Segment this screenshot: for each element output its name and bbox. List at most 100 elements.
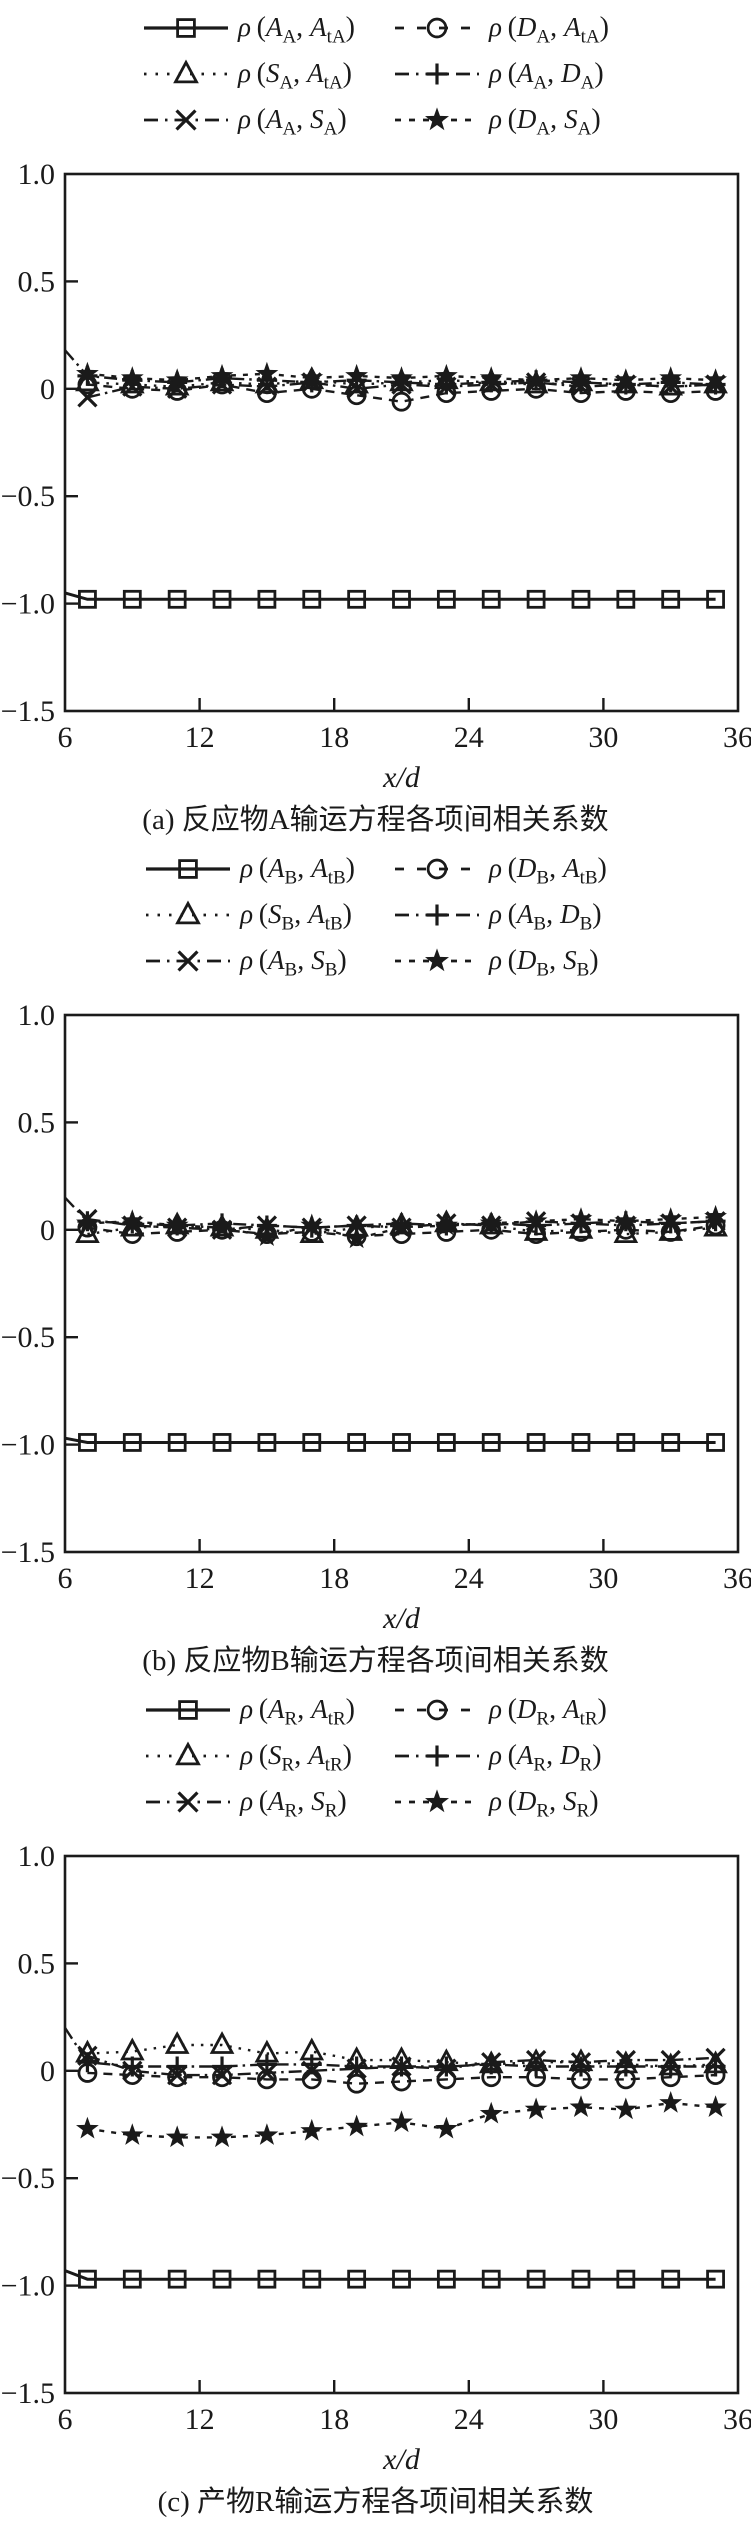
x-tick-label: 12	[185, 721, 215, 754]
legend-label: ρ (AB, AtB)	[240, 853, 355, 889]
legend-label: ρ (SR, AtR)	[240, 1740, 352, 1776]
y-tick-label: 1.0	[18, 1840, 56, 1873]
legend-circle-sample-icon	[395, 17, 479, 39]
series-line-plus	[64, 1196, 716, 1229]
series-line-square	[64, 591, 716, 601]
x-tick-label: 24	[454, 2403, 484, 2436]
legend-label: ρ (AB, DB)	[489, 899, 602, 935]
legend-triangle-sample-icon	[146, 900, 231, 925]
legend-x-sample-icon	[144, 109, 229, 131]
legend-b: ρ (AB, AtB) ρ (DB, AtB) ρ (SB, AtB) ρ (AB, …	[144, 849, 607, 981]
caption-b: (b) 反应物B输运方程各项间相关系数	[142, 1645, 609, 1677]
series-markers-square	[78, 2269, 725, 2289]
legend-item-circle: ρ (DA, AtA)	[393, 8, 609, 48]
legend-triangle-sample-icon	[144, 59, 229, 84]
series-line-star	[87, 1215, 716, 1240]
series-markers-x	[77, 2045, 726, 2086]
legend-label: ρ (AR, AtR)	[240, 1694, 355, 1730]
y-tick-label: 1.0	[18, 999, 56, 1032]
legend-label: ρ (AA, DA)	[489, 58, 604, 94]
x-tick-label: 6	[58, 1562, 73, 1595]
legend-item-triangle: ρ (SB, AtB)	[144, 895, 355, 935]
chart-c: 1.0 0.5 0 −0.5 −1.0 −1.56 12 18 24 30 36 x/d	[1, 1840, 751, 2476]
series-line-plus	[64, 349, 716, 386]
legend-item-circle: ρ (DB, AtB)	[393, 849, 607, 889]
legend-plus-sample-icon	[395, 63, 479, 85]
series-line-circle	[87, 2071, 716, 2085]
x-tick-label: 24	[454, 1562, 484, 1595]
panel-a: ρ (AA, AtA) ρ (DA, AtA) ρ (SA, AtA) ρ (AA, …	[0, 0, 751, 841]
legend-label: ρ (DR, SR)	[489, 1786, 599, 1822]
y-tick-label: −1.0	[1, 2270, 55, 2303]
legend-item-square: ρ (AA, AtA)	[142, 8, 355, 48]
legend-plus-sample-icon	[395, 1745, 479, 1767]
legend-label: ρ (DR, AtR)	[489, 1694, 607, 1730]
legend-item-plus: ρ (AB, DB)	[393, 895, 607, 935]
y-tick-label: 0.5	[18, 1947, 56, 1980]
y-tick-label: 0	[40, 1214, 55, 1247]
chart-a: 1.0 0.5 0 −0.5 −1.0 −1.56 12 18 24 30 36 x/d	[1, 158, 751, 794]
x-tick-label: 36	[723, 721, 751, 754]
legend-label: ρ (DA, SA)	[489, 104, 601, 140]
legend-label: ρ (AR, DR)	[489, 1740, 602, 1776]
y-tick-label: 0	[40, 373, 55, 406]
x-tick-label: 18	[319, 721, 349, 754]
caption-c: (c) 产物R输运方程各项间相关系数	[157, 2486, 594, 2518]
y-tick-label: 0.5	[18, 1106, 56, 1139]
legend-plus-sample-icon	[395, 904, 479, 926]
x-tick-label: 12	[185, 1562, 215, 1595]
legend-label: ρ (DB, SB)	[489, 945, 599, 981]
legend-triangle-sample-icon	[146, 1741, 231, 1766]
panel-c: ρ (AR, AtR) ρ (DR, AtR) ρ (SR, AtR) ρ (AR, …	[0, 1682, 751, 2523]
y-tick-label: −1.5	[1, 2377, 55, 2410]
x-tick-label: 18	[319, 2403, 349, 2436]
legend-square-sample-icon	[146, 1700, 231, 1720]
x-tick-label: 12	[185, 2403, 215, 2436]
series-markers-star	[76, 1204, 727, 1249]
legend-square-sample-icon	[146, 859, 231, 879]
x-axis-label: x/d	[382, 1602, 421, 1633]
x-axis-label: x/d	[382, 761, 421, 792]
legend-a: ρ (AA, AtA) ρ (DA, AtA) ρ (SA, AtA) ρ (AA, …	[142, 8, 609, 140]
chart-b: 1.0 0.5 0 −0.5 −1.0 −1.56 12 18 24 30 36 x/d	[1, 999, 751, 1635]
legend-label: ρ (AB, SB)	[240, 945, 347, 981]
series-markers-star	[76, 361, 727, 390]
y-tick-label: −0.5	[1, 480, 55, 513]
x-tick-label: 18	[319, 1562, 349, 1595]
legend-item-x: ρ (AB, SB)	[144, 941, 355, 981]
legend-circle-sample-icon	[395, 1699, 479, 1721]
legend-item-star: ρ (DR, SR)	[393, 1782, 607, 1822]
y-tick-label: −1.5	[1, 1536, 55, 1569]
y-tick-label: −1.5	[1, 695, 55, 728]
legend-item-triangle: ρ (SA, AtA)	[142, 54, 355, 94]
legend-item-plus: ρ (AA, DA)	[393, 54, 609, 94]
series-markers-square	[78, 1433, 725, 1452]
legend-x-sample-icon	[146, 950, 231, 972]
legend-label: ρ (AA, SA)	[238, 104, 347, 140]
legend-square-sample-icon	[144, 18, 229, 38]
series-markers-square	[78, 589, 725, 609]
legend-item-star: ρ (DB, SB)	[393, 941, 607, 981]
legend-label: ρ (AA, AtA)	[238, 12, 355, 48]
x-tick-label: 24	[454, 721, 484, 754]
caption-a: (a) 反应物A输运方程各项间相关系数	[142, 804, 609, 836]
y-tick-label: 0.5	[18, 265, 56, 298]
x-tick-label: 36	[723, 1562, 751, 1595]
x-tick-label: 6	[58, 721, 73, 754]
y-tick-label: −0.5	[1, 1321, 55, 1354]
y-tick-label: −0.5	[1, 2162, 55, 2195]
x-tick-label: 30	[588, 721, 618, 754]
legend-label: ρ (SA, AtA)	[238, 58, 352, 94]
legend-item-triangle: ρ (SR, AtR)	[144, 1736, 355, 1776]
series-line-square	[64, 2269, 716, 2281]
legend-item-x: ρ (AA, SA)	[142, 100, 355, 140]
x-tick-label: 6	[58, 2403, 73, 2436]
y-tick-label: −1.0	[1, 588, 55, 621]
legend-label: ρ (AR, SR)	[240, 1786, 347, 1822]
y-tick-label: −1.0	[1, 1429, 55, 1462]
series-line-plus	[63, 2027, 716, 2068]
legend-star-sample-icon	[395, 948, 479, 972]
series-markers-star	[76, 2091, 727, 2148]
x-axis-label: x/d	[382, 2443, 421, 2474]
